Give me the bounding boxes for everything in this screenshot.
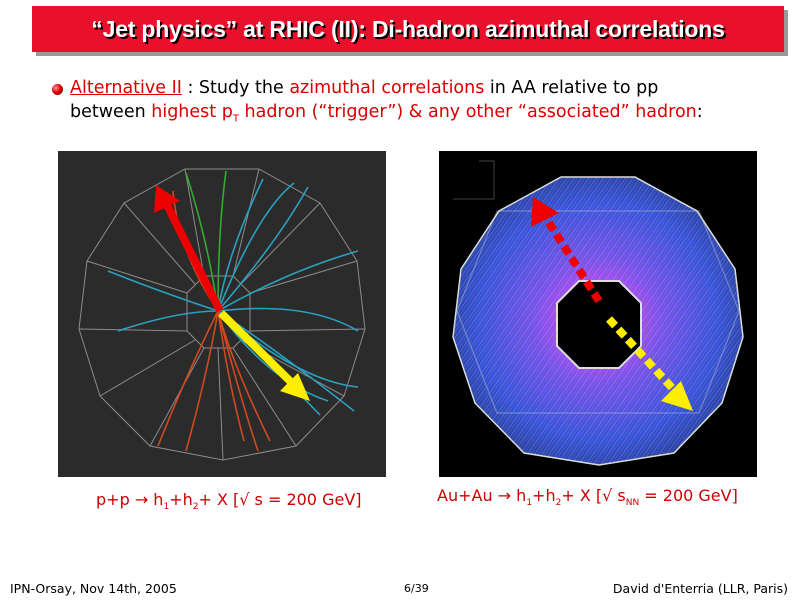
pp-caption: p+p → h1+h2+ X [√ s = 200 GeV] bbox=[96, 490, 362, 513]
footer-left: IPN-Orsay, Nov 14th, 2005 bbox=[10, 581, 177, 596]
auau-caption: Au+Au → h1+h2+ X [√ sNN = 200 GeV] bbox=[437, 486, 738, 509]
bullet-icon bbox=[52, 84, 63, 95]
footer-right: David d'Enterria (LLR, Paris) bbox=[612, 581, 788, 596]
associated-arrow-pp bbox=[218, 310, 310, 401]
pp-event-graphic bbox=[78, 168, 366, 461]
auau-event-graphic bbox=[452, 160, 744, 466]
highlight-highest-pt: highest pT hadron (“trigger”) & any othe… bbox=[151, 102, 697, 125]
slide-title: “Jet physics” at RHIC (II): Di-hadron az… bbox=[91, 15, 725, 42]
page-number: 6/39 bbox=[404, 582, 429, 595]
associated-arrow-auau bbox=[606, 316, 693, 411]
auau-event-display bbox=[439, 151, 757, 477]
pp-event-display bbox=[58, 151, 386, 477]
bullet-text: Alternative II : Study the azimuthal cor… bbox=[70, 78, 703, 125]
title-bar: “Jet physics” at RHIC (II): Di-hadron az… bbox=[32, 6, 784, 52]
trigger-arrow-auau bbox=[531, 197, 603, 304]
alternative-link[interactable]: Alternative II bbox=[70, 78, 182, 98]
trigger-arrow-pp bbox=[154, 185, 224, 313]
highlight-azimuthal: azimuthal correlations bbox=[289, 78, 485, 98]
